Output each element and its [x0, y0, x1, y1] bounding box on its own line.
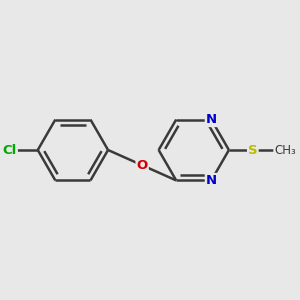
Text: O: O	[136, 159, 148, 172]
Text: N: N	[206, 113, 217, 126]
Text: S: S	[248, 143, 258, 157]
Text: Cl: Cl	[2, 143, 17, 157]
Text: N: N	[206, 174, 217, 187]
Text: CH₃: CH₃	[274, 143, 296, 157]
